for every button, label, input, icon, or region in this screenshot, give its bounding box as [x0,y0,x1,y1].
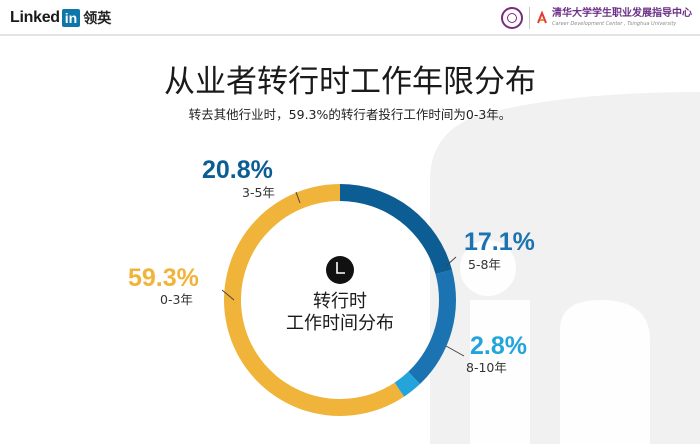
career-center-icon [537,11,547,24]
center-label-line-1: 转行时 [313,291,367,312]
linkedin-logo: Linked in 领英 [10,8,111,28]
brand-text: Linked [10,9,60,26]
leader-line-3 [445,345,465,357]
clock-icon [326,256,354,284]
slice-value-5-8: 17.1% [464,228,535,256]
slice-label-0-3: 0-3年 [160,292,193,307]
leader-line-1 [295,191,301,204]
center-label-line-2: 工作时间分布 [286,313,394,334]
partner-divider [529,7,530,29]
slice-value-0-3: 59.3% [128,264,199,292]
center-label: 转行时 工作时间分布 [270,291,410,335]
slice-label-5-8: 5-8年 [468,257,501,272]
brand-chinese-name: 领英 [83,11,112,27]
slice-label-3-5: 3-5年 [242,185,275,200]
slice-5-8年 [408,269,456,385]
page-title: 从业者转行时工作年限分布 [164,64,536,100]
page-subtitle: 转去其他行业时，59.3%的转行者投行工作时间为0-3年。 [188,107,512,122]
brand-in-box: in [61,9,81,27]
leader-line-0 [221,289,235,301]
partner-logo: 清华大学学生职业发展指导中心 Career Development Center… [501,3,692,33]
slice-value-3-5: 20.8% [202,156,273,184]
partner-subtitle: Career Development Center , Tsinghua Uni… [552,21,677,27]
slice-0-3年 [224,184,404,416]
partner-name: 清华大学学生职业发展指导中心 [552,8,692,19]
slice-value-8-10: 2.8% [470,332,527,360]
slice-3-5年 [340,184,452,275]
slice-8-10年 [394,371,420,397]
header-bar: Linked in 领英 清华大学学生职业发展指导中心 Career Devel… [0,0,700,36]
leader-line-2 [445,256,457,267]
slice-label-8-10: 8-10年 [466,360,507,375]
university-seal-icon [501,7,523,29]
